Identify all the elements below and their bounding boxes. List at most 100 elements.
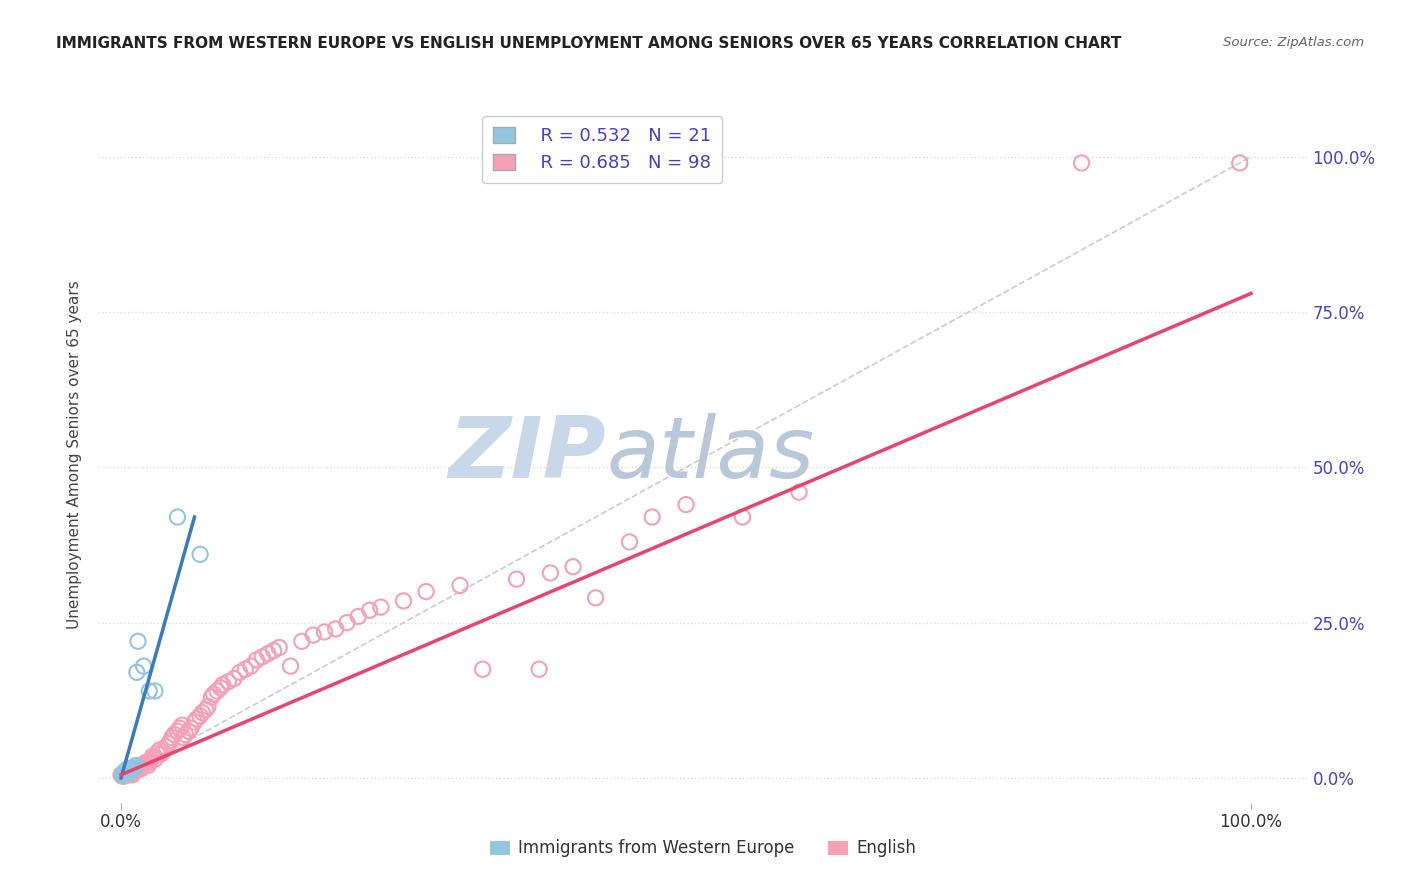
Point	[280, 659, 302, 673]
Point	[160, 731, 183, 745]
Point	[222, 672, 245, 686]
Point	[111, 768, 134, 782]
Point	[347, 609, 370, 624]
Point	[186, 712, 208, 726]
Point	[115, 766, 138, 780]
Point	[263, 643, 285, 657]
Point	[336, 615, 359, 630]
Point	[118, 766, 141, 780]
Point	[125, 762, 148, 776]
Point	[169, 721, 191, 735]
Point	[115, 768, 138, 782]
Point	[112, 764, 135, 779]
Point	[121, 768, 143, 782]
Point	[314, 624, 336, 639]
Point	[111, 769, 134, 783]
Point	[125, 758, 148, 772]
Point	[163, 727, 186, 741]
Point	[538, 566, 561, 580]
Point	[118, 765, 141, 780]
Point	[131, 762, 153, 776]
Point	[125, 665, 148, 680]
Point	[112, 768, 135, 782]
Point	[122, 764, 145, 779]
Point	[194, 703, 217, 717]
Point	[138, 756, 160, 770]
Point	[157, 737, 180, 751]
Point	[240, 659, 263, 673]
Point	[170, 718, 193, 732]
Point	[143, 752, 166, 766]
Point	[120, 764, 142, 778]
Point	[211, 678, 233, 692]
Point	[132, 757, 155, 772]
Point	[127, 634, 149, 648]
Point	[148, 743, 170, 757]
Point	[146, 746, 169, 760]
Point	[112, 768, 135, 782]
Point	[197, 699, 219, 714]
Point	[562, 559, 585, 574]
Point	[1070, 156, 1092, 170]
Text: Source: ZipAtlas.com: Source: ZipAtlas.com	[1223, 36, 1364, 49]
Point	[141, 752, 163, 766]
Point	[471, 662, 494, 676]
Point	[110, 768, 132, 782]
Point	[120, 764, 142, 779]
Point	[115, 764, 138, 778]
Point	[120, 762, 142, 776]
Point	[121, 766, 143, 780]
Point	[641, 510, 664, 524]
Point	[124, 760, 146, 774]
Point	[188, 708, 211, 723]
Point	[149, 747, 172, 762]
Point	[585, 591, 607, 605]
Point	[114, 767, 136, 781]
Point	[731, 510, 754, 524]
Point	[112, 769, 135, 783]
Point	[127, 762, 149, 776]
Point	[125, 764, 148, 778]
Point	[217, 674, 239, 689]
Point	[117, 762, 139, 776]
Point	[174, 727, 197, 741]
Point	[112, 766, 135, 780]
Point	[415, 584, 437, 599]
Point	[117, 766, 139, 780]
Point	[209, 681, 232, 695]
Point	[118, 767, 141, 781]
Point	[183, 714, 205, 729]
Point	[129, 758, 152, 772]
Point	[138, 684, 160, 698]
Point	[269, 640, 291, 655]
Point	[291, 634, 314, 648]
Point	[257, 647, 280, 661]
Point	[121, 762, 143, 776]
Point	[122, 761, 145, 775]
Point	[787, 485, 810, 500]
Point	[233, 662, 256, 676]
Point	[302, 628, 325, 642]
Point	[166, 510, 188, 524]
Point	[449, 578, 471, 592]
Text: ZIP: ZIP	[449, 413, 606, 497]
Point	[370, 600, 392, 615]
Point	[675, 498, 697, 512]
Point	[142, 749, 165, 764]
Point	[135, 756, 157, 770]
Point	[1229, 156, 1251, 170]
Point	[619, 534, 641, 549]
Point	[180, 721, 202, 735]
Point	[114, 764, 136, 779]
Point	[172, 731, 194, 745]
Point	[205, 684, 228, 698]
Point	[120, 764, 142, 778]
Text: IMMIGRANTS FROM WESTERN EUROPE VS ENGLISH UNEMPLOYMENT AMONG SENIORS OVER 65 YEA: IMMIGRANTS FROM WESTERN EUROPE VS ENGLIS…	[56, 36, 1122, 51]
Point	[114, 768, 136, 782]
Point	[252, 649, 274, 664]
Point	[132, 659, 155, 673]
Point	[159, 733, 181, 747]
Point	[136, 758, 159, 772]
Point	[188, 547, 211, 561]
Point	[120, 766, 142, 780]
